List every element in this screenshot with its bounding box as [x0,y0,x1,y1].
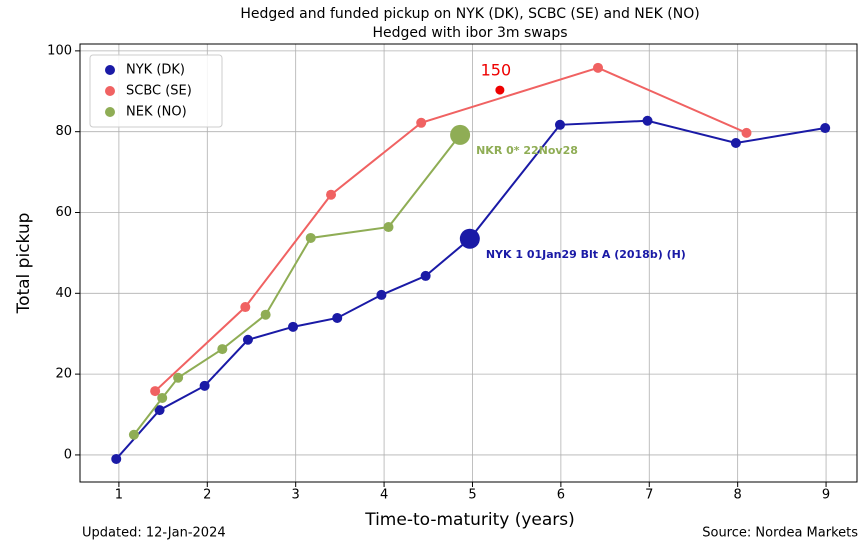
data-point [416,117,427,128]
legend-marker [105,86,115,96]
footer-right: Source: Nordea Markets [702,526,858,541]
data-point [111,453,122,464]
legend-label: NYK (DK) [126,63,185,78]
data-point [383,222,394,233]
x-tick-label: 5 [468,488,476,503]
footer-left: Updated: 12-Jan-2024 [82,526,226,541]
data-point [730,137,741,148]
data-point [420,270,431,281]
y-tick-label: 40 [55,286,72,301]
data-point [217,344,228,355]
x-tick-label: 8 [734,488,742,503]
data-point [260,309,271,320]
legend-label: NEK (NO) [126,105,187,120]
data-point [199,380,210,391]
data-point [554,119,565,130]
data-point [332,312,343,323]
x-tick-label: 3 [292,488,300,503]
data-point [242,334,253,345]
y-tick-label: 80 [55,124,72,139]
x-axis-label: Time-to-maturity (years) [364,510,575,530]
data-point [154,405,165,416]
plot-frame [79,43,858,483]
data-point [150,386,161,397]
data-point [128,429,139,440]
data-point [173,372,184,383]
x-tick-label: 2 [203,488,211,503]
data-point [240,302,251,313]
highlight-point [450,124,471,145]
data-point [820,123,831,134]
data-point [741,127,752,138]
data-point [376,289,387,300]
legend-label: SCBC (SE) [126,84,192,99]
data-point [305,232,316,243]
y-axis-label: Total pickup [14,213,34,315]
x-tick-label: 4 [380,488,388,503]
y-tick-label: 0 [64,447,72,462]
x-tick-label: 9 [822,488,830,503]
data-point [288,321,299,332]
annotation: NKR 0* 22Nov28 [476,144,578,157]
note-point [495,85,505,95]
legend-box [89,54,223,128]
data-point [593,62,603,73]
series-line [154,66,747,392]
legend-marker [105,107,115,117]
highlight-point [459,228,480,249]
chart-subtitle: Hedged with ibor 3m swaps [372,25,567,41]
y-tick-label: 20 [55,367,72,382]
annotation: NYK 1 01Jan29 Blt A (2018b) (H) [486,248,686,261]
x-tick-label: 6 [557,488,565,503]
y-tick-label: 60 [55,205,72,220]
legend-marker [105,65,115,75]
y-tick-label: 100 [47,43,72,58]
data-point [157,392,168,403]
note-label: 150 [481,61,512,80]
data-point [326,189,337,200]
data-point [642,115,653,126]
x-tick-label: 7 [645,488,653,503]
x-tick-label: 1 [115,488,123,503]
chart-title: Hedged and funded pickup on NYK (DK), SC… [240,6,699,22]
